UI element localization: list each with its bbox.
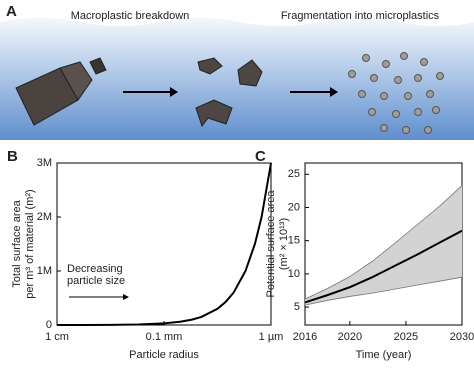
x-tick-label: 0.1 mm: [146, 331, 183, 343]
x-tick-label: 1 cm: [45, 331, 69, 343]
panel-letter: B: [7, 148, 18, 165]
annotation: particle size: [67, 275, 125, 287]
y-tick-label: 1M: [37, 265, 52, 277]
arrow-head: [330, 87, 338, 97]
y-tick-label: 20: [288, 201, 300, 213]
arrow-head: [170, 87, 178, 97]
y-axis-label: Total surface area: [11, 199, 23, 287]
fragments: [195, 57, 263, 128]
y-tick-label: 3M: [37, 157, 52, 169]
x-tick-label: 2016: [293, 331, 317, 343]
uncertainty-band: [305, 185, 462, 306]
y-tick-label: 5: [294, 301, 300, 313]
bottle: [15, 57, 107, 126]
water: [0, 18, 474, 140]
plot-frame: [56, 162, 272, 326]
y-tick-label: 25: [288, 168, 300, 180]
y-axis-label: (m² × 10¹³): [278, 218, 290, 270]
line: [304, 229, 463, 304]
x-tick-label: 2030: [450, 331, 474, 343]
x-axis-label: Time (year): [356, 349, 412, 361]
band-edge: [304, 276, 463, 306]
panel-letter: A: [6, 3, 17, 20]
x-tick-label: 2025: [394, 331, 418, 343]
annotation-arrow-head: [123, 294, 129, 300]
y-tick-label: 2M: [37, 211, 52, 223]
x-tick-label: 2020: [338, 331, 362, 343]
x-axis-label: Particle radius: [129, 349, 199, 361]
panel-letter: C: [255, 148, 266, 165]
band-edge: [304, 185, 463, 300]
y-tick-label: 15: [288, 235, 300, 247]
microplastics: [348, 52, 444, 134]
y-axis-label: per m³ of material (m²): [24, 189, 36, 298]
x-tick-label: 1 µm: [259, 331, 284, 343]
step-label: Fragmentation into microplastics: [281, 10, 440, 22]
line: [56, 162, 272, 326]
y-tick-label: 10: [288, 268, 300, 280]
y-axis-label: Potential surface area: [265, 190, 277, 298]
y-tick-label: 0: [46, 319, 52, 331]
annotation: Decreasing: [67, 263, 123, 275]
step-label: Macroplastic breakdown: [71, 10, 190, 22]
